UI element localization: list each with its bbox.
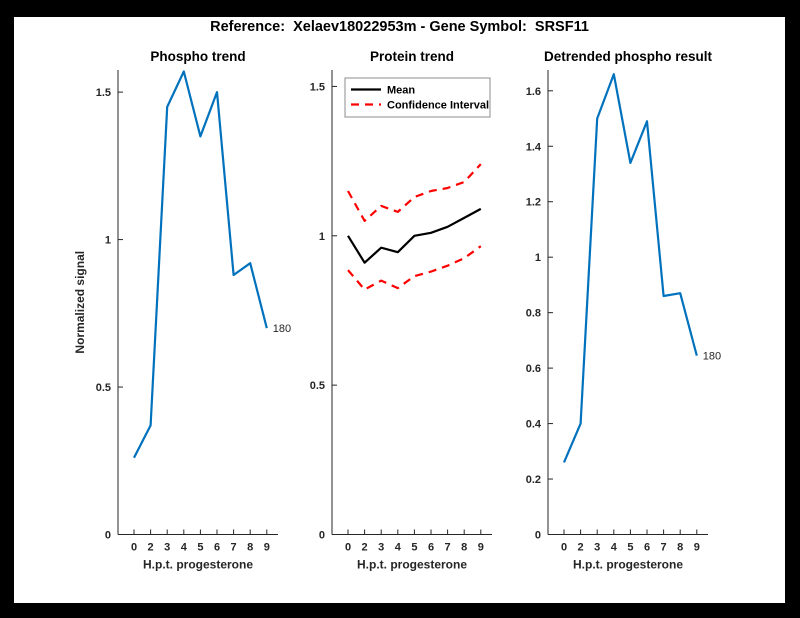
end-annotation: 180 xyxy=(703,351,721,363)
y-tick-label: 1 xyxy=(535,252,541,264)
x-tick-label: 0 xyxy=(131,542,137,554)
legend: Mean Confidence Interval xyxy=(344,77,491,118)
series-line-phospho-signal xyxy=(133,70,268,459)
x-tick-label: 4 xyxy=(181,542,188,554)
x-tick-label: 2 xyxy=(578,542,584,554)
y-tick-label: 1 xyxy=(105,235,111,247)
x-tick-label: 6 xyxy=(214,542,220,554)
x-tick-label: 2 xyxy=(148,542,154,554)
x-tick-label: 5 xyxy=(411,542,417,554)
x-tick-label: 9 xyxy=(694,542,700,554)
x-axis-label: H.p.t. progesterone xyxy=(143,558,253,572)
subplot-title: Detrended phospho result xyxy=(544,49,713,64)
y-tick-label: 0 xyxy=(535,530,541,542)
series-line-confidence-lower xyxy=(347,245,482,291)
subplot-3: 00.20.40.60.811.21.41.60 2 3 4 5 6 7 8 9Detrende… xyxy=(526,49,721,572)
x-tick-label: 0 xyxy=(345,542,351,554)
y-tick-label: 0.6 xyxy=(526,363,541,375)
series-line-confidence-upper xyxy=(347,163,482,222)
x-axis-label: H.p.t. progesterone xyxy=(573,558,683,572)
legend-entry-label: Mean xyxy=(387,85,415,97)
y-tick-label: 1.2 xyxy=(526,197,541,209)
x-tick-label: 4 xyxy=(611,542,618,554)
x-tick-label: 5 xyxy=(627,542,633,554)
y-tick-label: 0 xyxy=(105,530,111,542)
x-tick-label: 2 xyxy=(362,542,368,554)
y-tick-label: 0 xyxy=(319,530,325,542)
y-tick-label: 1.6 xyxy=(526,86,541,98)
figure-title: Reference: Xelaev18022953m - Gene Symbol… xyxy=(210,19,589,35)
legend-box xyxy=(344,77,491,118)
x-tick-label: 7 xyxy=(661,542,667,554)
x-tick-label: 3 xyxy=(378,542,384,554)
subplot-title: Phospho trend xyxy=(150,49,245,64)
x-tick-label: 7 xyxy=(445,542,451,554)
x-tick-label: 6 xyxy=(428,542,434,554)
y-tick-label: 0.5 xyxy=(96,382,111,394)
x-tick-label: 8 xyxy=(247,542,253,554)
x-tick-label: 7 xyxy=(231,542,237,554)
series-line-detrended-phospho-signal xyxy=(562,73,698,463)
end-annotation: 180 xyxy=(273,323,291,335)
x-tick-label: 8 xyxy=(461,542,467,554)
subplot-title: Protein trend xyxy=(370,49,454,64)
y-tick-label: 0.4 xyxy=(526,419,542,431)
y-tick-label: 1.5 xyxy=(310,81,325,93)
y-tick-label: 1.4 xyxy=(526,141,542,153)
y-axis-label: Normalized signal xyxy=(73,251,87,354)
y-tick-label: 0.5 xyxy=(310,380,325,392)
x-tick-label: 3 xyxy=(164,542,170,554)
x-tick-label: 9 xyxy=(478,542,484,554)
x-tick-label: 9 xyxy=(264,542,270,554)
y-tick-label: 1 xyxy=(319,231,325,243)
matlab-figure: Reference: Xelaev18022953m - Gene Symbol… xyxy=(14,17,785,603)
x-tick-label: 6 xyxy=(644,542,650,554)
y-tick-label: 1.5 xyxy=(96,87,111,99)
x-tick-label: 4 xyxy=(395,542,402,554)
x-tick-label: 8 xyxy=(677,542,683,554)
y-tick-label: 0.2 xyxy=(526,474,541,486)
x-axis-label: H.p.t. progesterone xyxy=(357,558,467,572)
series-line-mean xyxy=(347,207,482,264)
legend-entry-label: Confidence Interval xyxy=(387,100,489,112)
x-tick-label: 0 xyxy=(561,542,567,554)
x-tick-label: 5 xyxy=(197,542,203,554)
y-tick-label: 0.8 xyxy=(526,308,541,320)
x-tick-label: 3 xyxy=(594,542,600,554)
